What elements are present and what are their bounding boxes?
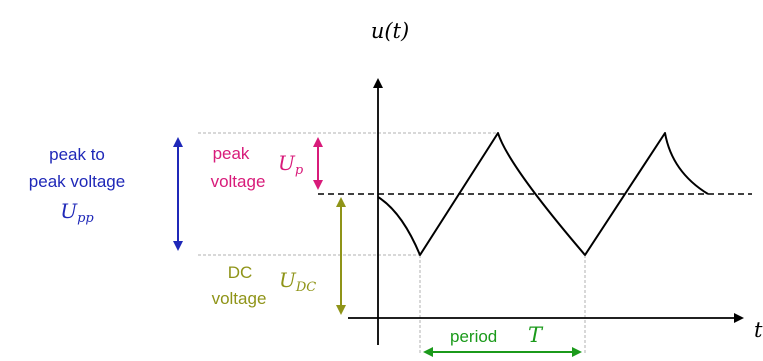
svg-text:T: T [528,323,544,347]
svg-text:peak to: peak to [49,145,105,164]
period-label: period T [450,323,544,347]
svg-text:voltage: voltage [211,172,266,191]
svg-text:peak voltage: peak voltage [29,172,125,191]
dc-voltage-label: DC voltage UDC [212,263,317,308]
svg-text:period: period [450,327,497,346]
peak-voltage-label: peak voltage Up [211,144,304,191]
guide-lines [198,132,586,355]
peak-to-peak-label: peak to peak voltage Upp [29,145,125,226]
svg-text:DC: DC [228,263,253,282]
svg-text:voltage: voltage [212,289,267,308]
svg-text:Up: Up [278,151,304,178]
signal-waveform [377,132,709,256]
svg-text:UDC: UDC [279,268,316,295]
y-axis-label: u(t) [371,19,409,43]
x-axis-label: t [754,318,763,342]
svg-text:Upp: Upp [60,199,94,226]
svg-text:peak: peak [213,144,250,163]
